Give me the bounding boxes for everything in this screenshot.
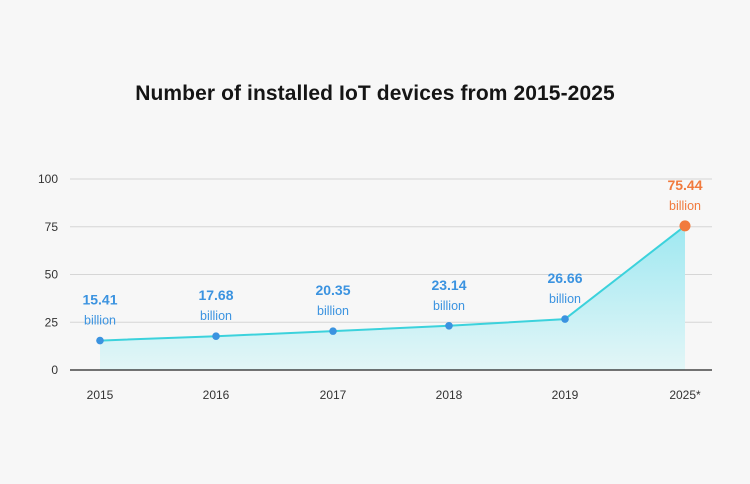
y-tick-label-25: 25 <box>45 315 59 329</box>
y-tick-label-0: 0 <box>51 363 58 377</box>
unit-label-2017: billion <box>317 304 349 318</box>
data-point-2019 <box>561 315 569 323</box>
unit-label-2016: billion <box>200 309 232 323</box>
data-point-2016 <box>212 332 220 341</box>
x-tick-label-2018: 2018 <box>436 388 463 402</box>
unit-label-2019: billion <box>549 292 581 306</box>
chart-title: Number of installed IoT devices from 201… <box>135 82 615 105</box>
y-tick-label-50: 50 <box>45 268 59 282</box>
unit-label-2018: billion <box>433 299 465 313</box>
x-tick-label-2019: 2019 <box>552 388 579 402</box>
series-line <box>99 225 686 342</box>
area-fill <box>100 225 685 370</box>
value-label-2017: 20.35 <box>315 282 350 298</box>
x-tick-label-2015: 2015 <box>87 388 114 402</box>
data-point-2015 <box>96 336 104 345</box>
value-label-2018: 23.14 <box>431 277 466 293</box>
x-tick-label-2017: 2017 <box>320 388 347 402</box>
y-tick-label-100: 100 <box>38 172 58 186</box>
unit-label-2015: billion <box>84 314 116 328</box>
value-label-2019: 26.66 <box>547 270 582 286</box>
value-label-2016: 17.68 <box>198 287 233 303</box>
data-point-2017 <box>329 327 337 335</box>
data-point-2018 <box>445 322 453 330</box>
x-tick-label-2016: 2016 <box>203 388 230 402</box>
value-label-2025*: 75.44 <box>667 177 702 193</box>
unit-label-2025*: billion <box>669 199 701 213</box>
y-tick-label-75: 75 <box>45 220 59 234</box>
value-label-2015: 15.41 <box>82 292 117 308</box>
x-tick-label-2025*: 2025* <box>669 388 701 402</box>
data-point-2025* <box>679 220 691 232</box>
